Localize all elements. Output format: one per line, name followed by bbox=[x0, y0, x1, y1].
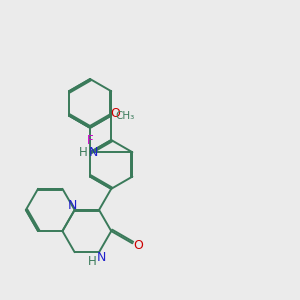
Text: N: N bbox=[97, 251, 106, 264]
Text: F: F bbox=[87, 134, 93, 148]
Text: CH₃: CH₃ bbox=[116, 111, 135, 121]
Text: H: H bbox=[79, 146, 88, 159]
Text: N: N bbox=[89, 146, 98, 159]
Text: N: N bbox=[68, 199, 77, 212]
Text: O: O bbox=[133, 239, 142, 252]
Text: H: H bbox=[88, 256, 97, 268]
Text: O: O bbox=[110, 107, 120, 120]
